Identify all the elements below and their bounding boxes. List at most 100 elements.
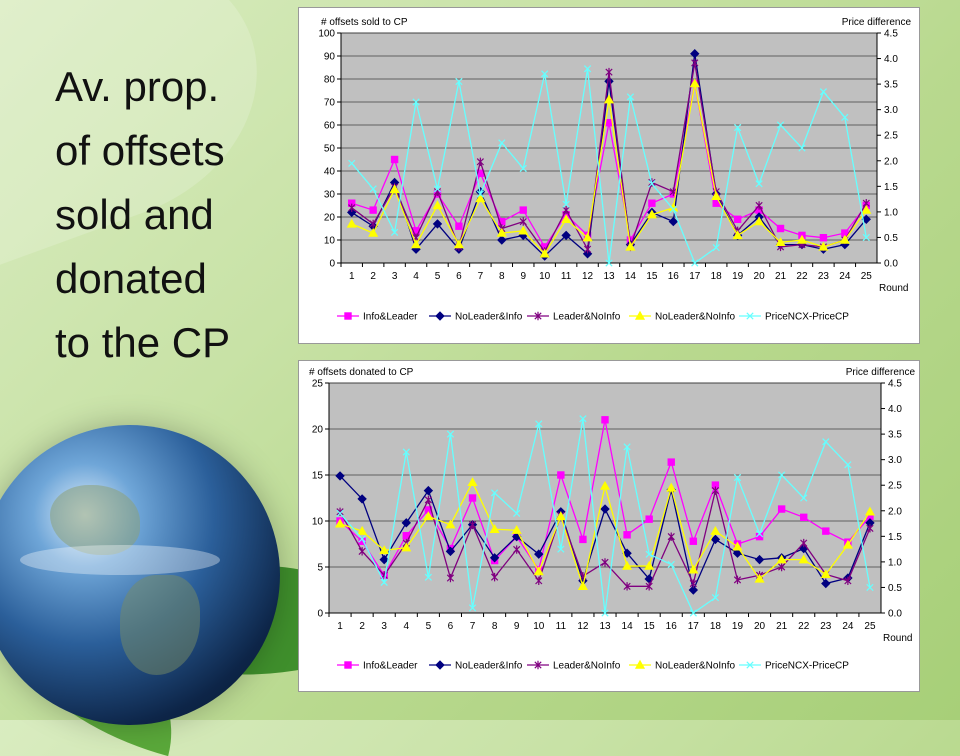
marker-x [746, 312, 754, 320]
x-tick-label: 10 [539, 271, 551, 282]
marker-triangle [401, 542, 412, 552]
marker-triangle [518, 225, 529, 235]
marker-square [733, 215, 742, 224]
marker-square [777, 505, 786, 513]
marker-triangle [368, 227, 379, 237]
marker-x [866, 583, 874, 592]
marker-triangle [539, 248, 550, 258]
marker-diamond [435, 311, 445, 321]
y2-axis-label: Price difference [842, 17, 912, 28]
marker-diamond [861, 214, 871, 225]
x-tick-label: 1 [337, 621, 343, 632]
marker-diamond [489, 553, 500, 563]
x-tick-label: 16 [668, 271, 680, 282]
marker-triangle [445, 519, 456, 529]
marker-x [490, 489, 499, 497]
marker-x [557, 545, 565, 553]
legend-label: NoLeader&Info [455, 312, 523, 323]
marker-square [455, 222, 463, 230]
marker-diamond [732, 548, 743, 558]
marker-triangle [577, 581, 588, 591]
marker-triangle [644, 560, 655, 570]
marker-diamond [688, 585, 699, 595]
marker-x [776, 121, 785, 129]
marker-x [336, 509, 344, 517]
x-tick-label: 20 [754, 271, 766, 282]
legend-label: Info&Leader [363, 312, 418, 323]
marker-triangle [689, 78, 700, 88]
marker-star [691, 58, 699, 68]
marker-x [626, 93, 635, 101]
marker-star [623, 582, 631, 591]
title-line: donated [55, 255, 207, 302]
x-axis-label: Round [883, 633, 912, 644]
marker-star [369, 219, 377, 229]
x-tick-label: 5 [435, 271, 441, 282]
marker-triangle [820, 569, 831, 579]
marker-triangle [861, 204, 872, 214]
marker-x [402, 448, 410, 456]
marker-square [667, 458, 675, 466]
y-axis-label: # offsets donated to CP [309, 367, 414, 378]
x-tick-label: 9 [514, 621, 520, 632]
marker-x [358, 535, 366, 543]
marker-diamond [561, 230, 571, 241]
y-tick-label: 100 [318, 29, 335, 40]
marker-x [535, 420, 543, 428]
marker-triangle [489, 524, 500, 533]
x-tick-label: 23 [820, 621, 832, 632]
y-tick-label: 60 [324, 121, 336, 132]
marker-star [424, 495, 432, 505]
marker-square [344, 312, 352, 320]
y2-tick-label: 1.0 [884, 207, 898, 218]
x-tick-label: 9 [520, 271, 526, 282]
marker-diamond [497, 235, 507, 245]
marker-star [490, 572, 499, 582]
marker-star [534, 311, 542, 321]
marker-x [733, 473, 742, 482]
marker-x [800, 494, 808, 502]
marker-star [778, 562, 786, 572]
marker-x [746, 661, 754, 669]
marker-x [755, 180, 763, 188]
marker-triangle [666, 482, 677, 492]
marker-star [583, 245, 592, 254]
x-tick-label: 24 [839, 271, 851, 282]
y2-tick-label: 0.0 [884, 259, 898, 270]
marker-star [519, 217, 527, 226]
y-tick-label: 0 [317, 609, 323, 620]
marker-triangle [622, 560, 633, 570]
legend-label: Leader&NoInfo [553, 661, 621, 672]
marker-x [369, 185, 377, 193]
y2-tick-label: 3.0 [884, 105, 898, 116]
x-tick-label: 2 [370, 271, 376, 282]
marker-triangle [453, 239, 464, 249]
marker-x [822, 438, 830, 446]
marker-triangle [555, 511, 566, 521]
title-line: Av. prop. [55, 63, 220, 110]
y2-tick-label: 2.5 [884, 131, 898, 142]
marker-diamond [401, 518, 411, 528]
marker-x [689, 609, 697, 617]
marker-diamond [668, 216, 679, 227]
marker-triangle [796, 234, 808, 244]
marker-triangle [776, 554, 787, 564]
x-tick-label: 24 [842, 621, 854, 632]
marker-star [866, 524, 874, 533]
legend-label: PriceNCX-PriceCP [765, 312, 849, 323]
marker-diamond [710, 534, 721, 545]
x-tick-label: 1 [349, 271, 355, 282]
y2-tick-label: 3.5 [884, 80, 898, 91]
marker-square [468, 494, 477, 502]
marker-triangle [423, 511, 434, 521]
marker-star [844, 576, 852, 585]
y-tick-label: 10 [312, 517, 324, 528]
y-tick-label: 90 [324, 52, 336, 63]
marker-diamond [432, 219, 443, 229]
marker-triangle [357, 525, 368, 535]
y-tick-label: 15 [312, 471, 324, 482]
marker-triangle [754, 216, 765, 226]
x-tick-label: 3 [381, 621, 387, 632]
marker-square [557, 471, 565, 479]
earth-globe-image [0, 425, 280, 725]
